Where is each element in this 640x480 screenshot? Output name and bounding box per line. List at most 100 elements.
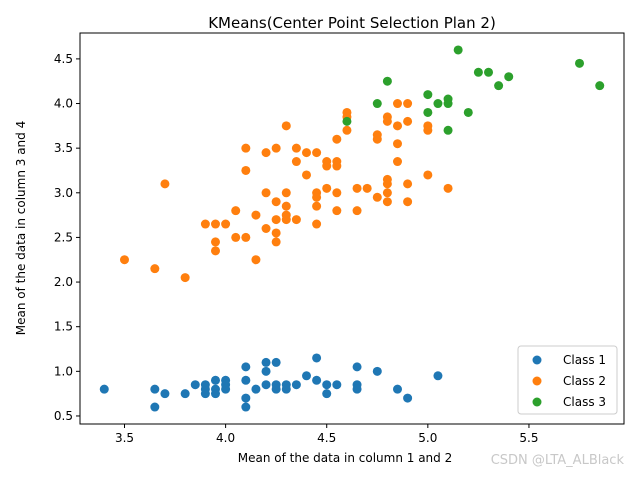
legend-box xyxy=(517,345,618,415)
point-class-1 xyxy=(403,393,413,403)
point-class-2 xyxy=(382,188,392,198)
point-class-2 xyxy=(210,237,220,247)
point-class-2 xyxy=(271,197,281,207)
point-class-1 xyxy=(291,380,301,390)
point-class-2 xyxy=(322,183,332,193)
point-class-3 xyxy=(443,125,453,135)
point-class-2 xyxy=(281,188,291,198)
point-class-1 xyxy=(190,380,200,390)
point-class-1 xyxy=(271,384,281,394)
point-class-2 xyxy=(403,179,413,189)
point-class-2 xyxy=(352,206,362,216)
point-class-2 xyxy=(231,206,241,216)
point-class-2 xyxy=(271,143,281,153)
point-class-2 xyxy=(382,197,392,207)
point-class-1 xyxy=(180,389,190,399)
point-class-2 xyxy=(160,179,170,189)
point-class-2 xyxy=(302,148,311,158)
point-class-1 xyxy=(221,384,231,394)
point-class-2 xyxy=(241,165,251,175)
point-class-2 xyxy=(382,179,392,189)
point-class-2 xyxy=(382,116,392,126)
point-class-2 xyxy=(342,125,352,135)
y-tick-label: 4.0 xyxy=(54,97,73,111)
legend-marker xyxy=(532,355,542,365)
point-class-2 xyxy=(119,255,129,265)
point-class-1 xyxy=(433,371,443,381)
point-class-1 xyxy=(150,402,160,412)
point-class-1 xyxy=(352,362,362,372)
point-class-2 xyxy=(423,170,433,180)
legend: Class 1 Class 2 Class 3 xyxy=(517,345,618,415)
point-class-1 xyxy=(241,402,251,412)
point-class-2 xyxy=(271,215,281,225)
point-class-2 xyxy=(231,232,241,242)
point-class-1 xyxy=(200,380,210,390)
point-class-2 xyxy=(302,170,311,180)
point-class-1 xyxy=(322,380,332,390)
point-class-3 xyxy=(504,72,514,82)
point-class-2 xyxy=(150,264,160,274)
point-class-1 xyxy=(210,389,220,399)
point-class-3 xyxy=(453,45,463,55)
y-tick-label: 4.5 xyxy=(54,52,73,66)
watermark: CSDN @LTA_ALBlack xyxy=(490,453,624,468)
x-tick-label: 3.5 xyxy=(115,431,134,445)
point-class-3 xyxy=(494,81,504,91)
legend-label: Class 3 xyxy=(563,395,606,409)
point-class-2 xyxy=(372,192,382,202)
point-class-2 xyxy=(251,255,261,265)
point-class-2 xyxy=(332,188,342,198)
point-class-2 xyxy=(332,161,342,171)
point-class-2 xyxy=(241,143,251,153)
point-class-2 xyxy=(291,215,301,225)
point-class-1 xyxy=(150,384,160,394)
point-class-1 xyxy=(271,357,281,367)
point-class-3 xyxy=(423,90,433,100)
point-class-2 xyxy=(241,232,251,242)
point-class-2 xyxy=(261,224,271,233)
point-class-1 xyxy=(241,375,251,385)
point-class-2 xyxy=(312,148,322,158)
point-class-2 xyxy=(403,197,413,207)
point-class-2 xyxy=(393,121,402,131)
point-class-2 xyxy=(281,201,291,211)
point-class-1 xyxy=(372,366,382,376)
point-class-2 xyxy=(322,161,332,171)
point-class-2 xyxy=(291,143,301,153)
point-class-3 xyxy=(595,81,605,91)
x-tick-label: 4.5 xyxy=(317,431,336,445)
point-class-2 xyxy=(403,99,413,109)
point-class-1 xyxy=(332,380,342,390)
x-tick-label: 4.0 xyxy=(216,431,235,445)
point-class-2 xyxy=(210,246,220,256)
x-axis-label: Mean of the data in column 1 and 2 xyxy=(238,451,452,465)
plot-frame xyxy=(79,32,625,425)
point-class-2 xyxy=(271,228,281,238)
point-class-2 xyxy=(352,183,362,193)
point-class-3 xyxy=(484,67,494,77)
y-tick-label: 0.5 xyxy=(54,409,73,423)
y-tick-label: 3.5 xyxy=(54,141,73,155)
y-tick-label: 1.5 xyxy=(54,320,73,334)
point-class-3 xyxy=(372,99,382,109)
chart-title: KMeans(Center Point Selection Plan 2) xyxy=(208,14,496,32)
point-class-2 xyxy=(180,273,190,283)
point-class-1 xyxy=(261,366,271,376)
point-class-3 xyxy=(342,116,352,126)
point-class-2 xyxy=(393,139,402,149)
point-class-2 xyxy=(403,116,413,126)
point-class-2 xyxy=(261,188,271,198)
point-class-2 xyxy=(200,219,210,229)
legend-label: Class 1 xyxy=(563,353,606,367)
point-class-3 xyxy=(443,99,453,109)
point-class-3 xyxy=(382,76,392,86)
point-class-2 xyxy=(423,125,433,135)
point-class-2 xyxy=(312,192,322,202)
point-class-3 xyxy=(575,58,585,68)
point-class-1 xyxy=(210,375,220,385)
point-class-2 xyxy=(332,134,342,144)
point-class-1 xyxy=(302,371,311,381)
y-tick-label: 2.0 xyxy=(54,275,73,289)
y-tick-label: 2.5 xyxy=(54,230,73,244)
